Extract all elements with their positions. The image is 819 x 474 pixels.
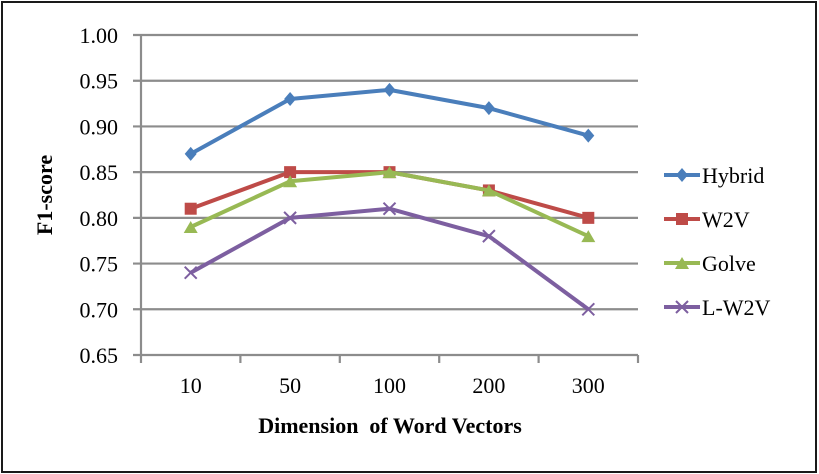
- hybrid-marker: [383, 82, 396, 97]
- y-tick-label: 0.85: [80, 160, 119, 185]
- x-tick-label: 100: [373, 373, 406, 398]
- series-l-w2v: [183, 202, 596, 316]
- series-golve: [183, 166, 596, 243]
- legend-item-w2v: W2V: [664, 207, 750, 232]
- x-tick-label: 200: [472, 373, 505, 398]
- axes: [133, 35, 640, 363]
- x-tick-label: 50: [279, 373, 301, 398]
- golve-marker: [382, 166, 397, 179]
- legend-item-golve: Golve: [664, 251, 756, 276]
- x-tick-label: 10: [180, 373, 202, 398]
- legend-w2v-marker: [676, 213, 688, 225]
- y-tick-label: 0.70: [80, 297, 119, 322]
- hybrid-marker: [482, 101, 495, 116]
- legend-golve-marker: [675, 257, 689, 269]
- legend: Hybrid W2V Golve L-W2V: [664, 163, 771, 320]
- l-w2v-marker: [283, 211, 297, 225]
- legend-label: Hybrid: [702, 163, 764, 188]
- hybrid-marker: [284, 92, 297, 106]
- y-tick-label: 1.00: [80, 23, 119, 48]
- gridlines: [133, 33, 638, 311]
- hybrid-marker: [184, 146, 197, 161]
- golve-marker: [481, 184, 496, 197]
- legend-l-w2v-marker: [675, 300, 689, 314]
- legend-label: W2V: [702, 207, 750, 232]
- legend-label: Golve: [702, 251, 756, 276]
- golve-marker: [581, 230, 596, 243]
- legend-hybrid-marker: [676, 168, 688, 182]
- y-tick-label: 0.90: [80, 114, 119, 139]
- golve-line: [189, 170, 590, 238]
- hybrid-line: [189, 87, 589, 156]
- w2v-marker: [184, 202, 197, 215]
- series-hybrid: [184, 82, 595, 161]
- y-tick-label: 0.95: [80, 69, 119, 94]
- x-tick-label: 300: [572, 373, 605, 398]
- legend-item-l-w2v: L-W2V: [664, 295, 771, 320]
- x-axis-ticks: 10 50 100 200 300: [180, 373, 605, 398]
- series-lines: [183, 82, 596, 316]
- legend-item-hybrid: Hybrid: [664, 163, 764, 188]
- y-axis-title: F1-score: [32, 155, 57, 235]
- y-tick-label: 0.65: [80, 343, 119, 368]
- l-w2v-marker: [581, 302, 596, 316]
- w2v-marker: [284, 166, 297, 179]
- w2v-marker: [582, 211, 595, 224]
- golve-marker: [183, 221, 198, 233]
- hybrid-marker: [582, 128, 595, 143]
- golve-marker: [283, 175, 298, 188]
- l-w2v-marker: [183, 266, 198, 280]
- l-w2v-marker: [382, 202, 397, 216]
- y-axis-ticks: 1.00 0.95 0.90 0.85 0.80 0.75 0.70 0.65: [80, 23, 119, 368]
- y-tick-label: 0.80: [80, 206, 119, 231]
- x-axis-title: Dimension of Word Vectors: [258, 413, 522, 438]
- legend-label: L-W2V: [702, 295, 771, 320]
- l-w2v-line: [189, 206, 590, 311]
- y-tick-label: 0.75: [80, 252, 119, 277]
- w2v-line: [190, 170, 589, 220]
- l-w2v-marker: [482, 229, 496, 243]
